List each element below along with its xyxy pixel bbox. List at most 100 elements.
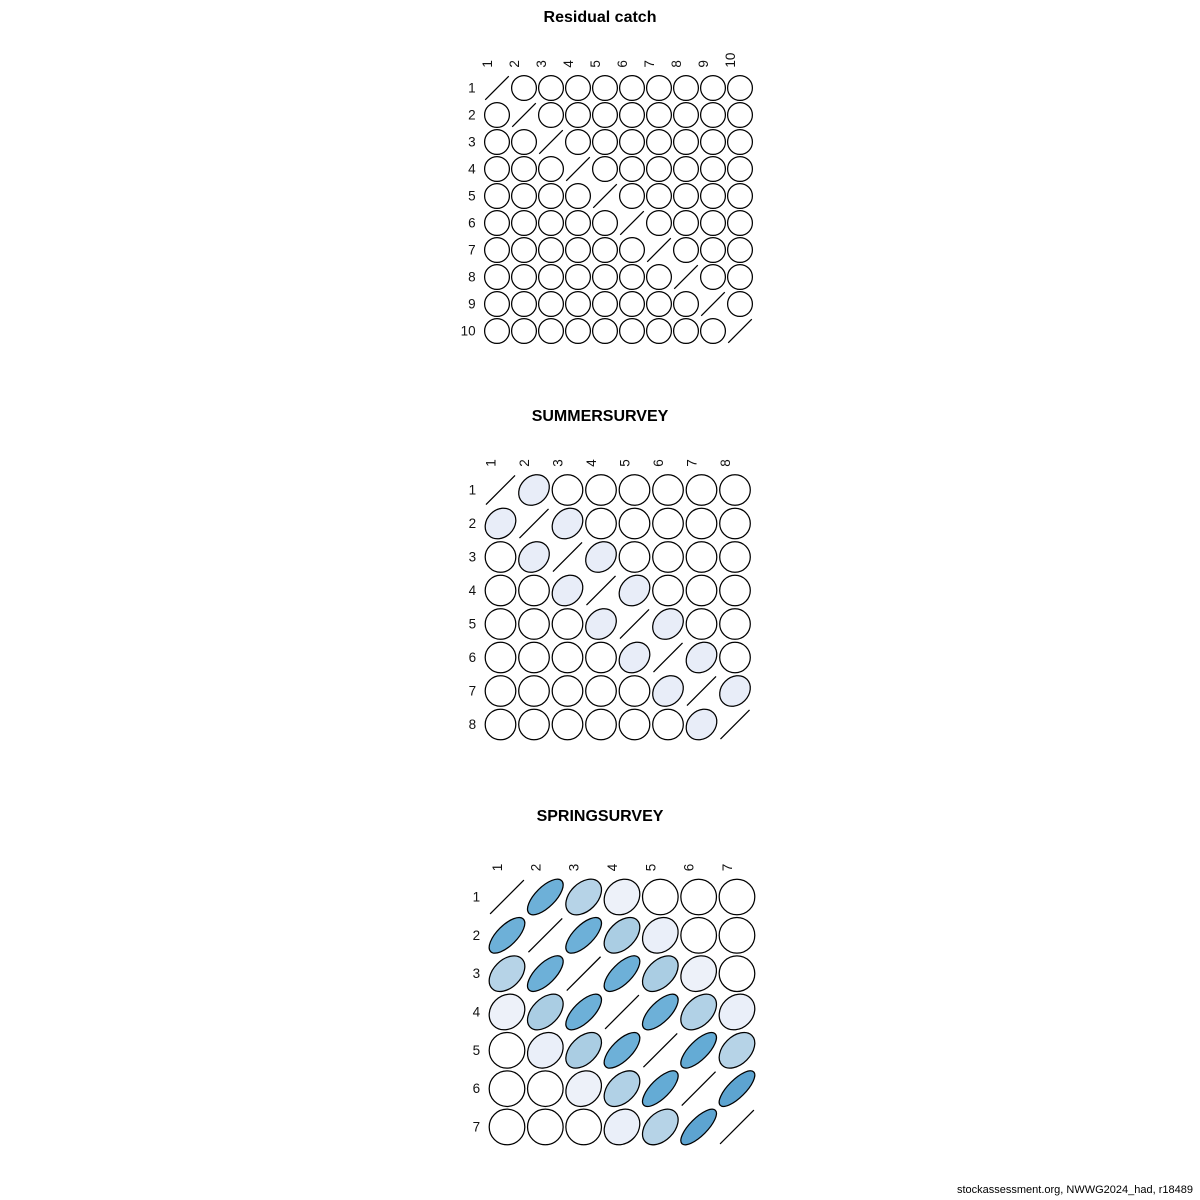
correlation-ellipse bbox=[618, 541, 651, 573]
correlation-ellipse bbox=[618, 182, 646, 210]
correlation-ellipse bbox=[537, 290, 565, 318]
row-axis-label: 1 bbox=[468, 81, 476, 96]
correlation-ellipse bbox=[585, 474, 617, 506]
col-axis-label: 2 bbox=[528, 864, 543, 872]
correlation-ellipse bbox=[488, 1070, 526, 1108]
col-axis-label: 4 bbox=[605, 863, 620, 871]
correlation-ellipse bbox=[483, 290, 511, 318]
correlation-ellipse bbox=[518, 641, 550, 674]
correlation-ellipse bbox=[488, 955, 526, 993]
correlation-ellipse bbox=[526, 1031, 564, 1069]
correlation-ellipse bbox=[537, 182, 565, 210]
correlation-ellipse bbox=[484, 507, 517, 540]
diagonal-unit-correlation-line bbox=[489, 879, 525, 915]
diagonal-unit-correlation-line bbox=[565, 156, 591, 182]
col-axis-label: 3 bbox=[551, 459, 566, 467]
matrix-springsurvey: 1 2 3 4 5 6 7 1 2 3 4 5 6 7 bbox=[473, 863, 756, 1146]
diagonal-unit-correlation-line bbox=[686, 676, 717, 706]
correlation-ellipse bbox=[680, 916, 718, 954]
correlation-ellipse bbox=[518, 708, 550, 741]
matrix-summersurvey: 1 2 3 4 5 6 7 8 1 2 3 4 5 6 7 8 bbox=[469, 459, 751, 741]
correlation-ellipse bbox=[645, 290, 673, 318]
correlation-ellipse bbox=[483, 182, 511, 210]
correlation-ellipse bbox=[484, 541, 517, 573]
correlation-ellipse bbox=[718, 916, 756, 954]
correlation-ellipse bbox=[603, 916, 641, 954]
correlation-ellipse bbox=[537, 209, 565, 237]
correlation-ellipse bbox=[726, 263, 754, 291]
correlation-ellipse bbox=[537, 74, 565, 102]
correlation-ellipse bbox=[618, 236, 646, 264]
correlation-ellipse bbox=[565, 1070, 603, 1108]
col-axis-label: 6 bbox=[651, 459, 666, 467]
correlation-ellipse bbox=[672, 290, 700, 318]
correlation-ellipse bbox=[618, 474, 651, 506]
correlation-ellipse bbox=[645, 101, 673, 129]
diagonal-unit-correlation-line bbox=[642, 1032, 678, 1068]
panel-title-residual-catch: Residual catch bbox=[543, 9, 657, 26]
col-axis-label: 6 bbox=[682, 864, 697, 872]
row-axis-label: 8 bbox=[468, 270, 476, 285]
correlation-ellipse bbox=[645, 182, 673, 210]
col-axis-label: 4 bbox=[561, 60, 576, 68]
correlation-ellipse bbox=[699, 317, 727, 345]
correlation-ellipse bbox=[699, 74, 727, 102]
correlation-ellipse bbox=[618, 507, 651, 540]
correlation-ellipse bbox=[526, 878, 564, 916]
row-axis-label: 4 bbox=[473, 1004, 481, 1019]
correlation-ellipse bbox=[680, 1108, 718, 1146]
correlation-ellipse bbox=[603, 1031, 641, 1069]
correlation-ellipse bbox=[641, 993, 679, 1031]
row-axis-label: 3 bbox=[468, 135, 476, 150]
col-axis-label: 1 bbox=[484, 459, 499, 467]
correlation-ellipse bbox=[680, 955, 718, 993]
diagonal-unit-correlation-line bbox=[552, 542, 583, 572]
correlation-ellipse bbox=[672, 236, 700, 264]
col-axis-label: 1 bbox=[480, 60, 495, 68]
correlation-ellipse bbox=[618, 290, 646, 318]
correlation-ellipse bbox=[685, 641, 718, 674]
correlation-ellipse bbox=[585, 608, 617, 640]
row-axis-label: 8 bbox=[469, 717, 477, 732]
col-axis-label: 7 bbox=[720, 864, 735, 872]
diagonal-unit-correlation-line bbox=[619, 210, 645, 236]
correlation-ellipse bbox=[652, 541, 684, 573]
correlation-ellipse bbox=[564, 74, 592, 102]
diagonal-unit-correlation-line bbox=[592, 183, 618, 209]
correlation-ellipse bbox=[672, 317, 700, 345]
diagonal-unit-correlation-line bbox=[586, 575, 616, 606]
correlation-ellipse bbox=[510, 263, 538, 291]
correlation-ellipse bbox=[518, 608, 550, 640]
correlation-ellipse bbox=[699, 101, 727, 129]
correlation-ellipse bbox=[618, 128, 646, 156]
correlation-ellipse bbox=[591, 128, 619, 156]
correlation-ellipse bbox=[672, 128, 700, 156]
correlation-ellipse bbox=[699, 182, 727, 210]
col-axis-label: 2 bbox=[507, 60, 522, 68]
correlation-ellipse bbox=[518, 541, 550, 573]
correlation-ellipse bbox=[488, 1031, 526, 1069]
correlation-ellipse bbox=[591, 317, 619, 345]
correlation-ellipse bbox=[719, 675, 751, 707]
col-axis-label: 4 bbox=[584, 459, 599, 467]
correlation-ellipse bbox=[726, 236, 754, 264]
correlation-ellipse bbox=[591, 209, 619, 237]
row-axis-label: 7 bbox=[468, 243, 476, 258]
correlation-ellipse bbox=[564, 236, 592, 264]
footer-watermark: stockassessment.org, NWWG2024_had, r1848… bbox=[956, 1184, 1193, 1196]
diagonal-unit-correlation-line bbox=[511, 102, 537, 128]
correlation-ellipse bbox=[645, 317, 673, 345]
correlation-ellipse bbox=[672, 74, 700, 102]
correlation-ellipse bbox=[488, 993, 526, 1031]
correlation-ellipse bbox=[726, 290, 754, 318]
row-axis-label: 5 bbox=[473, 1043, 481, 1058]
correlation-ellipse bbox=[551, 574, 584, 607]
correlation-ellipse bbox=[518, 574, 550, 607]
correlation-ellipse bbox=[685, 708, 718, 741]
correlation-ellipse bbox=[564, 128, 592, 156]
col-axis-label: 5 bbox=[618, 459, 633, 467]
correlation-ellipse bbox=[603, 955, 641, 993]
correlation-ellipse bbox=[585, 541, 617, 573]
row-axis-label: 2 bbox=[469, 516, 477, 531]
